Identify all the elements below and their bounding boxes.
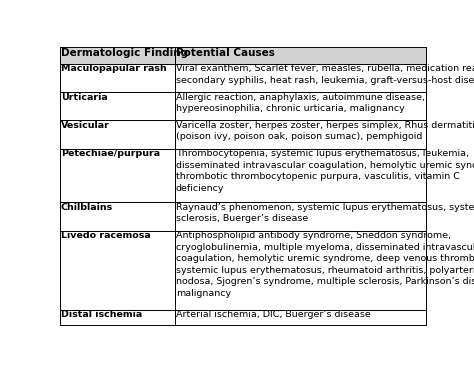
Text: Potential Causes: Potential Causes [176,48,275,58]
Bar [60,310,175,325]
Text: Allergic reaction, anaphylaxis, autoimmune disease,
hypereosinophilia, chronic u: Allergic reaction, anaphylaxis, autoimmu… [176,93,425,113]
Text: Viral exanthem, Scarlet fever, measles, rubella, medication reaction,
secondary : Viral exanthem, Scarlet fever, measles, … [176,64,474,85]
Bar [175,47,426,64]
Text: Raynaud’s phenomenon, systemic lupus erythematosus, systemic
sclerosis, Buerger’: Raynaud’s phenomenon, systemic lupus ery… [176,203,474,223]
Bar [175,92,426,120]
Text: Livedo racemosa: Livedo racemosa [61,231,151,240]
Text: Vesicular: Vesicular [61,121,109,130]
Bar [175,64,426,92]
Text: Petechiae/purpura: Petechiae/purpura [61,149,160,158]
Bar [60,231,175,310]
Bar [60,149,175,202]
Text: Dermatologic Finding: Dermatologic Finding [61,48,188,58]
Text: Urticaria: Urticaria [61,93,108,101]
Bar [175,120,426,149]
Bar [175,231,426,310]
Text: Antiphospholipid antibody syndrome, Sneddon syndrome,
cryoglobulinemia, multiple: Antiphospholipid antibody syndrome, Sned… [176,231,474,297]
Text: Chilblains: Chilblains [61,203,113,212]
Text: Maculopapular rash: Maculopapular rash [61,64,166,73]
Bar [60,120,175,149]
Bar [175,310,426,325]
Bar [175,202,426,231]
Bar [60,202,175,231]
Text: Thrombocytopenia, systemic lupus erythematosus, leukemia,
disseminated intravasc: Thrombocytopenia, systemic lupus erythem… [176,149,474,193]
Text: Distal ischemia: Distal ischemia [61,310,142,319]
Bar [60,64,175,92]
Bar [60,92,175,120]
Text: Varicella zoster, herpes zoster, herpes simplex, Rhus dermatitis
(poison ivy, po: Varicella zoster, herpes zoster, herpes … [176,121,474,141]
Bar [60,47,175,64]
Text: Arterial ischemia, DIC, Buerger’s disease: Arterial ischemia, DIC, Buerger’s diseas… [176,310,371,319]
Bar [175,149,426,202]
